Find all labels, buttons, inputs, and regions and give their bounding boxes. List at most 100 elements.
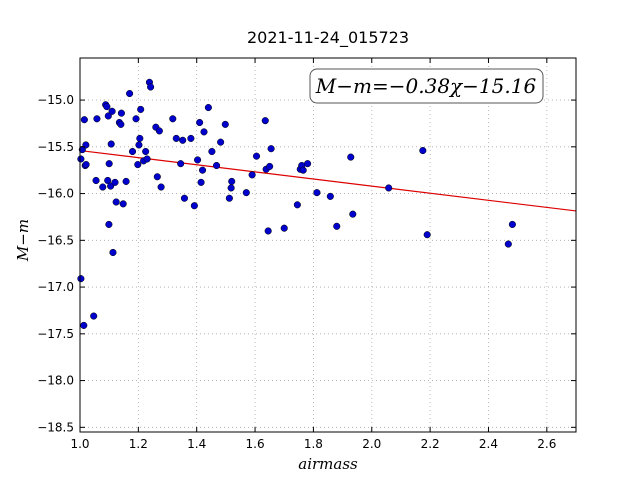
data-point: [172, 134, 180, 142]
equation-box: M−m=−0.38χ−15.16: [309, 68, 544, 104]
y-tick-label: −17.0: [37, 280, 74, 294]
data-point: [242, 189, 250, 197]
data-point: [293, 201, 301, 209]
data-point: [82, 161, 90, 169]
x-tick-label: 1.0: [70, 437, 89, 451]
data-point: [197, 178, 205, 186]
data-point: [180, 194, 189, 202]
data-point: [508, 220, 516, 228]
ticks: [79, 58, 576, 432]
data-point: [104, 112, 112, 120]
y-tick-label: −15.0: [37, 93, 74, 107]
data-point: [111, 178, 119, 186]
data-point: [90, 312, 98, 320]
x-tick-label: 1.8: [304, 437, 323, 451]
x-tick-label: 2.6: [537, 437, 556, 451]
data-point: [280, 224, 288, 232]
data-point: [77, 155, 85, 163]
data-point: [227, 184, 235, 192]
data-point: [157, 183, 165, 191]
data-point: [117, 120, 125, 128]
data-point: [93, 115, 101, 123]
x-tick-label: 1.4: [187, 437, 206, 451]
data-point: [198, 166, 207, 174]
y-tick-label: −16.5: [37, 233, 74, 247]
data-point: [126, 89, 134, 98]
x-tick-labels: 1.0 1.2 1.4 1.6 1.8 2.0 2.2 2.4 2.6: [70, 437, 556, 451]
data-point: [313, 189, 321, 197]
data-point: [177, 160, 185, 168]
data-point: [117, 109, 125, 117]
y-tick-label: −15.5: [37, 140, 74, 154]
data-point: [349, 210, 357, 218]
fit-line: [79, 149, 577, 212]
data-point: [80, 321, 88, 329]
data-point: [208, 147, 216, 156]
data-point: [108, 107, 116, 115]
data-point: [104, 176, 112, 185]
data-point: [264, 227, 272, 235]
x-tick-label: 1.2: [129, 437, 148, 451]
fit-layer: [79, 149, 577, 212]
data-point: [326, 192, 334, 200]
data-point: [333, 222, 341, 230]
x-axis-label: airmass: [298, 455, 358, 473]
data-point: [187, 134, 195, 142]
data-point: [385, 184, 393, 192]
x-tick-label: 2.0: [362, 437, 381, 451]
y-axis-label: M−m: [14, 219, 32, 262]
data-point: [261, 117, 269, 125]
data-point: [80, 116, 88, 124]
y-tick-label: −17.5: [37, 327, 74, 341]
data-point: [169, 115, 177, 123]
data-point: [200, 128, 208, 136]
data-point: [136, 134, 144, 142]
data-point: [105, 160, 113, 168]
data-point: [155, 127, 163, 135]
data-points: [77, 78, 516, 329]
data-point: [122, 177, 130, 185]
data-point: [119, 200, 127, 208]
fit-equation: M−m=−0.38χ−15.16: [315, 74, 537, 98]
data-point: [135, 141, 143, 149]
data-point: [194, 156, 202, 164]
data-point: [252, 152, 261, 160]
plot-background: [80, 58, 576, 432]
data-point: [153, 173, 161, 181]
data-point: [107, 140, 115, 148]
data-point: [134, 161, 142, 169]
y-tick-label: −18.5: [37, 420, 74, 434]
data-point: [504, 240, 512, 248]
data-point: [196, 118, 204, 127]
x-tick-label: 2.2: [421, 437, 440, 451]
data-point: [99, 183, 107, 191]
data-point: [143, 155, 151, 163]
x-tick-label: 2.4: [479, 437, 498, 451]
y-tick-label: −18.0: [37, 374, 74, 388]
plot-frame: [79, 57, 577, 433]
data-point: [112, 198, 120, 206]
data-point: [179, 136, 187, 144]
data-point: [248, 171, 256, 179]
data-point: [225, 194, 233, 202]
data-point: [105, 220, 113, 228]
data-point: [147, 83, 155, 91]
data-point: [137, 105, 145, 113]
data-point: [299, 166, 307, 174]
data-point: [92, 176, 100, 185]
data-point: [221, 120, 229, 128]
plot-area: [77, 57, 577, 433]
data-point: [217, 138, 225, 146]
data-point: [204, 104, 212, 112]
equation-box-frame: [309, 68, 544, 104]
data-point: [347, 153, 355, 161]
data-point: [77, 275, 85, 283]
data-point: [419, 147, 427, 155]
data-point: [423, 231, 431, 239]
data-point: [190, 202, 198, 210]
data-point: [103, 103, 111, 111]
y-tick-labels: −15.0 −15.5 −16.0 −16.5 −17.0 −17.5 −18.0 −18.5: [37, 93, 74, 434]
data-point: [267, 145, 275, 153]
data-point: [228, 177, 236, 185]
